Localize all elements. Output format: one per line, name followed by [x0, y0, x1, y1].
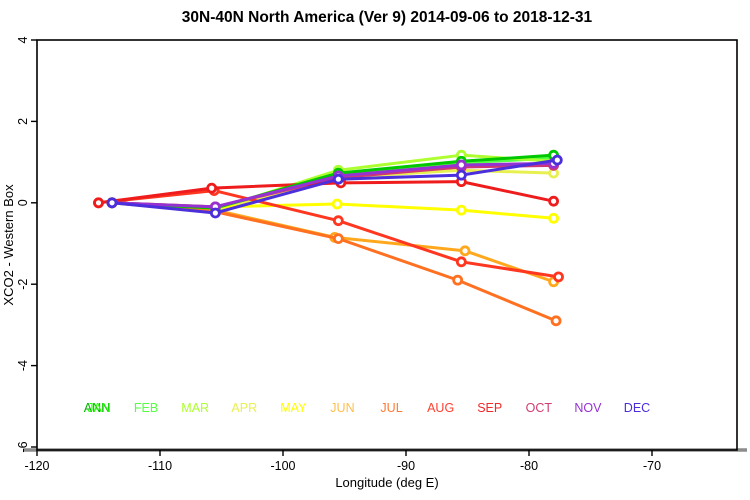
- month-label-FEB: FEB: [134, 401, 158, 415]
- series-point-DEC: [209, 207, 221, 219]
- x-axis-title: Longitude (deg E): [335, 475, 438, 490]
- series-point-MAY: [548, 212, 559, 224]
- series-point-SEP: [206, 182, 218, 194]
- y-axis-title: XCO2 - Western Box: [1, 184, 16, 306]
- x-tick-label: -120: [24, 459, 49, 473]
- month-label-JUL: JUL: [380, 401, 402, 415]
- series-point-MAY: [455, 204, 467, 216]
- y-tick-label: -2: [16, 279, 30, 290]
- month-label-APR: APR: [231, 401, 257, 415]
- month-label-MAY: MAY: [280, 401, 307, 415]
- series-point-DEC: [106, 197, 118, 209]
- series-point-DEC: [332, 173, 344, 185]
- series-point-DEC: [551, 154, 563, 166]
- month-label-SEP: SEP: [477, 401, 502, 415]
- x-tick-label: -110: [148, 459, 172, 473]
- month-label-JAN: JAN: [87, 401, 111, 415]
- series-line-SEP: [97, 180, 556, 205]
- series-point-MAY: [331, 198, 343, 210]
- series-point-NOV: [455, 159, 467, 171]
- month-label-DEC: DEC: [624, 401, 650, 415]
- x-tick-label: -70: [643, 459, 661, 473]
- series-point-DEC: [455, 169, 467, 181]
- x-tick-label: -90: [397, 459, 415, 473]
- series-point-JUL: [332, 233, 344, 245]
- series-point-AUG: [332, 215, 344, 227]
- chart-title: 30N-40N North America (Ver 9) 2014-09-06…: [182, 9, 593, 26]
- x-tick-label: -80: [520, 459, 538, 473]
- series-point-AUG: [553, 271, 564, 283]
- series-point-JUL: [452, 274, 464, 286]
- month-label-MAR: MAR: [181, 401, 209, 415]
- series-point-JUL: [550, 315, 562, 327]
- y-tick-label: -6: [16, 441, 30, 452]
- x-tick-label: -100: [270, 459, 295, 473]
- y-tick-label: 4: [16, 36, 30, 43]
- series-point-JUN: [459, 245, 471, 257]
- plot-box: [36, 39, 738, 451]
- month-label-OCT: OCT: [526, 401, 553, 415]
- series-point-SEP: [548, 195, 559, 207]
- series-point-SEP: [93, 197, 104, 209]
- y-tick-label: 2: [16, 118, 30, 125]
- y-tick-label: 0: [16, 199, 30, 206]
- month-label-JUN: JUN: [330, 401, 354, 415]
- y-tick-label: -4: [16, 360, 30, 371]
- month-label-AUG: AUG: [427, 401, 454, 415]
- month-label-ANN: ANN: [84, 401, 110, 415]
- month-label-NOV: NOV: [574, 401, 602, 415]
- series-point-AUG: [455, 256, 467, 268]
